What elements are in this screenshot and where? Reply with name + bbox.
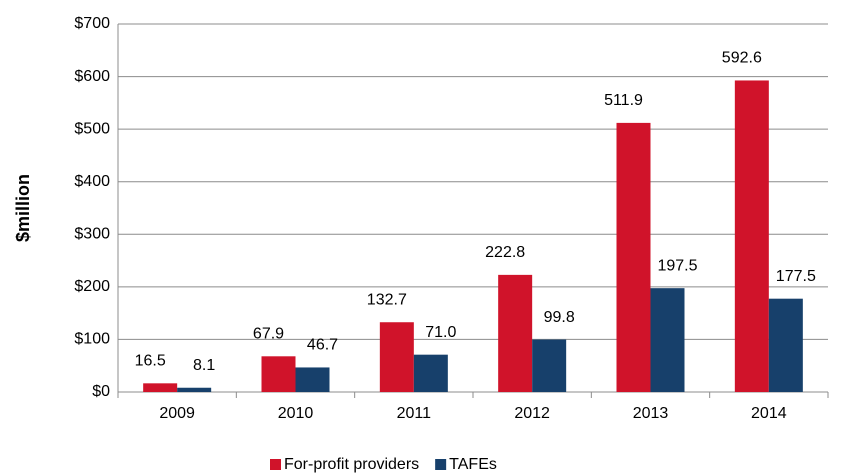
y-tick-label: $300 <box>74 226 110 243</box>
value-label: 197.5 <box>657 257 697 274</box>
bar <box>498 274 533 392</box>
bar <box>177 387 212 392</box>
y-tick-label: $600 <box>74 68 110 85</box>
y-tick-label: $400 <box>74 173 110 190</box>
value-label: 16.5 <box>135 353 166 370</box>
value-label: 99.8 <box>544 309 575 326</box>
value-label: 8.1 <box>193 357 215 374</box>
bar <box>768 298 803 392</box>
y-tick-label: $700 <box>74 15 110 32</box>
bar <box>295 367 330 392</box>
bar <box>413 354 448 392</box>
legend-swatch <box>435 459 447 470</box>
y-tick-label: $100 <box>74 331 110 348</box>
legend-label: TAFEs <box>449 456 497 473</box>
bar <box>261 356 296 392</box>
legend-label: For-profit providers <box>284 456 419 473</box>
x-tick-label: 2011 <box>397 405 432 422</box>
x-tick-label: 2010 <box>278 405 314 422</box>
y-tick-label: $200 <box>74 278 110 295</box>
bar <box>616 122 651 393</box>
value-label: 71.0 <box>425 324 456 341</box>
value-label: 132.7 <box>367 291 407 308</box>
bar <box>379 322 414 392</box>
bar <box>650 288 685 392</box>
value-label: 511.9 <box>604 92 643 109</box>
value-label: 46.7 <box>307 337 338 354</box>
y-tick-label: $500 <box>74 120 110 137</box>
value-label: 592.6 <box>722 50 762 67</box>
y-axis-label: $million <box>13 174 33 242</box>
value-label: 67.9 <box>253 326 284 343</box>
x-tick-label: 2013 <box>633 405 669 422</box>
y-tick-label: $0 <box>92 383 110 400</box>
x-tick-label: 2009 <box>159 405 195 422</box>
value-label: 222.8 <box>485 244 525 261</box>
value-label: 177.5 <box>776 268 816 285</box>
bar <box>143 383 178 392</box>
legend-swatch <box>270 459 281 470</box>
bar <box>532 339 567 392</box>
x-tick-label: 2014 <box>751 405 787 422</box>
x-tick-label: 2012 <box>514 405 550 422</box>
bar <box>734 80 769 392</box>
